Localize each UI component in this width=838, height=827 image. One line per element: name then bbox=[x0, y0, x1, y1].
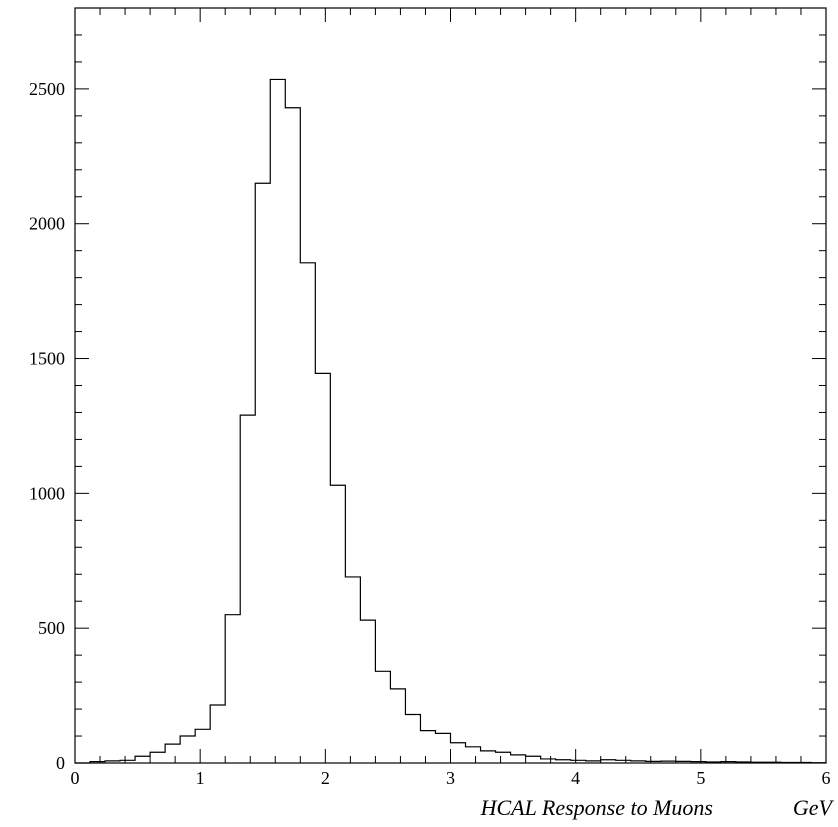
plot-frame bbox=[74, 7, 827, 764]
histogram-outline bbox=[75, 78, 827, 764]
y-tick-label: 500 bbox=[38, 618, 65, 638]
y-tick-label: 1000 bbox=[29, 483, 65, 503]
y-tick-label: 0 bbox=[56, 753, 65, 773]
x-tick-label: 3 bbox=[446, 768, 455, 788]
y-tick-label: 2000 bbox=[29, 214, 65, 234]
x-tick-label: 6 bbox=[822, 768, 831, 788]
y-tick-label: 2500 bbox=[29, 79, 65, 99]
x-axis-title: HCAL Response to Muons bbox=[480, 795, 713, 820]
x-axis-unit: GeV bbox=[793, 795, 835, 820]
tick-labels: 0 1 2 3 4 5 6 0 500 1000 1500 2000 2500 bbox=[29, 79, 831, 788]
x-tick-label: 1 bbox=[196, 768, 205, 788]
x-tick-label: 0 bbox=[71, 768, 80, 788]
axis-ticks bbox=[74, 7, 827, 764]
x-tick-label: 2 bbox=[321, 768, 330, 788]
y-tick-label: 1500 bbox=[29, 349, 65, 369]
x-tick-label: 5 bbox=[696, 768, 705, 788]
x-tick-label: 4 bbox=[571, 768, 580, 788]
